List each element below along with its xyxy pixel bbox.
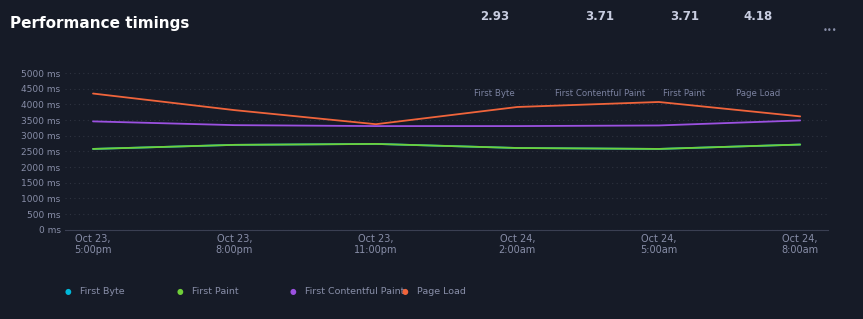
Text: First Contentful Paint: First Contentful Paint (555, 89, 645, 98)
Text: ●: ● (65, 287, 72, 296)
Text: First Paint: First Paint (664, 89, 705, 98)
Text: ●: ● (401, 287, 408, 296)
Text: First Byte: First Byte (80, 287, 125, 296)
Text: •••: ••• (823, 26, 837, 34)
Text: Page Load: Page Load (417, 287, 466, 296)
Text: 2.93: 2.93 (480, 10, 509, 23)
Text: 3.71: 3.71 (585, 10, 614, 23)
Text: Performance timings: Performance timings (10, 16, 190, 31)
Text: ●: ● (177, 287, 184, 296)
Text: First Paint: First Paint (192, 287, 239, 296)
Text: Page Load: Page Load (735, 89, 780, 98)
Text: 4.18: 4.18 (743, 10, 772, 23)
Text: First Byte: First Byte (474, 89, 515, 98)
Text: 3.71: 3.71 (670, 10, 699, 23)
Text: First Contentful Paint: First Contentful Paint (305, 287, 404, 296)
Text: ●: ● (289, 287, 296, 296)
